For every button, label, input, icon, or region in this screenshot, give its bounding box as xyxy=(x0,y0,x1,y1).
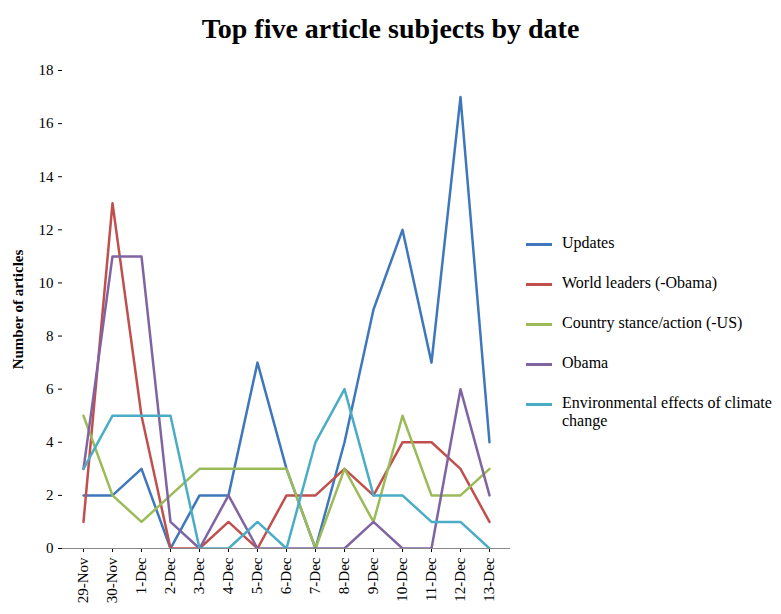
svg-text:2: 2 xyxy=(46,487,54,503)
svg-text:8: 8 xyxy=(46,328,54,344)
html-text:Updates: Updates xyxy=(562,234,615,251)
svg-text:0: 0 xyxy=(46,540,54,556)
html-text:Obama: Obama xyxy=(562,354,609,371)
svg-text:29-Nov: 29-Nov xyxy=(75,557,91,603)
svg-text:6: 6 xyxy=(46,381,54,397)
svg-text:7-Dec: 7-Dec xyxy=(307,557,323,594)
svg-text:6-Dec: 6-Dec xyxy=(278,557,294,594)
html-text:World leaders (-Obama): World leaders (-Obama) xyxy=(562,274,718,291)
svg-text:4-Dec: 4-Dec xyxy=(220,557,236,594)
html-text:Country stance/action (-US): Country stance/action (-US) xyxy=(562,314,743,331)
svg-text:9-Dec: 9-Dec xyxy=(365,557,381,594)
svg-text:5-Dec: 5-Dec xyxy=(249,557,265,594)
svg-text:10: 10 xyxy=(39,275,54,291)
html-text:Environmental effects of clima: Environmental effects of climate change xyxy=(562,394,772,429)
svg-text:3-Dec: 3-Dec xyxy=(191,557,207,594)
svg-text:11-Dec: 11-Dec xyxy=(423,557,439,601)
svg-text:Number of articles: Number of articles xyxy=(10,249,26,369)
svg-text:30-Nov: 30-Nov xyxy=(104,557,120,603)
svg-text:16: 16 xyxy=(39,115,55,131)
svg-text:18: 18 xyxy=(39,62,54,78)
svg-text:14: 14 xyxy=(39,169,55,185)
svg-text:12: 12 xyxy=(39,222,54,238)
svg-text:10-Dec: 10-Dec xyxy=(394,557,410,601)
svg-text:1-Dec: 1-Dec xyxy=(133,557,149,594)
html-text:Top five article subjects by d: Top five article subjects by date xyxy=(201,13,580,44)
svg-text:12-Dec: 12-Dec xyxy=(452,557,468,601)
svg-text:2-Dec: 2-Dec xyxy=(162,557,178,594)
svg-text:4: 4 xyxy=(46,434,54,450)
svg-text:13-Dec: 13-Dec xyxy=(481,557,497,601)
svg-text:8-Dec: 8-Dec xyxy=(336,557,352,594)
